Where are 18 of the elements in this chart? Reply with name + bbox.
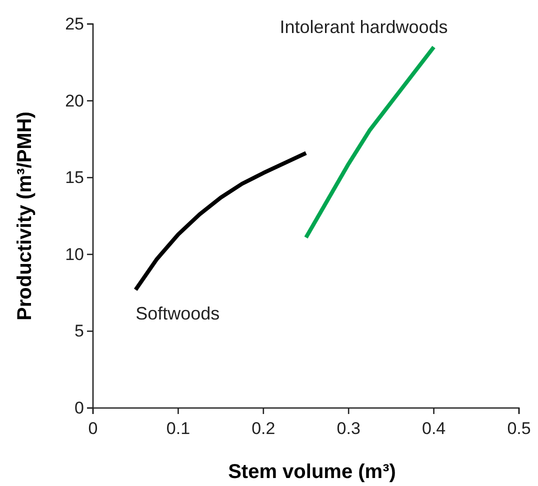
line-series	[304, 45, 436, 240]
y-tick-label: 5	[74, 322, 84, 341]
x-tick-label: 0.4	[422, 419, 446, 438]
x-tick-label: 0.1	[166, 419, 190, 438]
x-tick-label: 0.5	[507, 419, 531, 438]
y-tick-label: 10	[65, 244, 84, 264]
x-axis-title: Stem volume (m³)	[228, 461, 396, 483]
series-label: Softwoods	[136, 304, 220, 324]
y-tick-label: 15	[65, 168, 84, 188]
y-tick-label: 20	[65, 91, 84, 110]
y-tick-label: 25	[65, 14, 84, 34]
y-tick-label: 0	[74, 398, 84, 418]
y-axis-title: Productivity (m³/PMH)	[14, 112, 36, 320]
x-tick-label: 0	[88, 419, 98, 438]
series-label: Intolerant hardwoods	[280, 17, 448, 38]
line-series	[134, 151, 308, 292]
x-tick-label: 0.2	[252, 419, 276, 438]
x-tick-label: 0.3	[336, 419, 360, 438]
